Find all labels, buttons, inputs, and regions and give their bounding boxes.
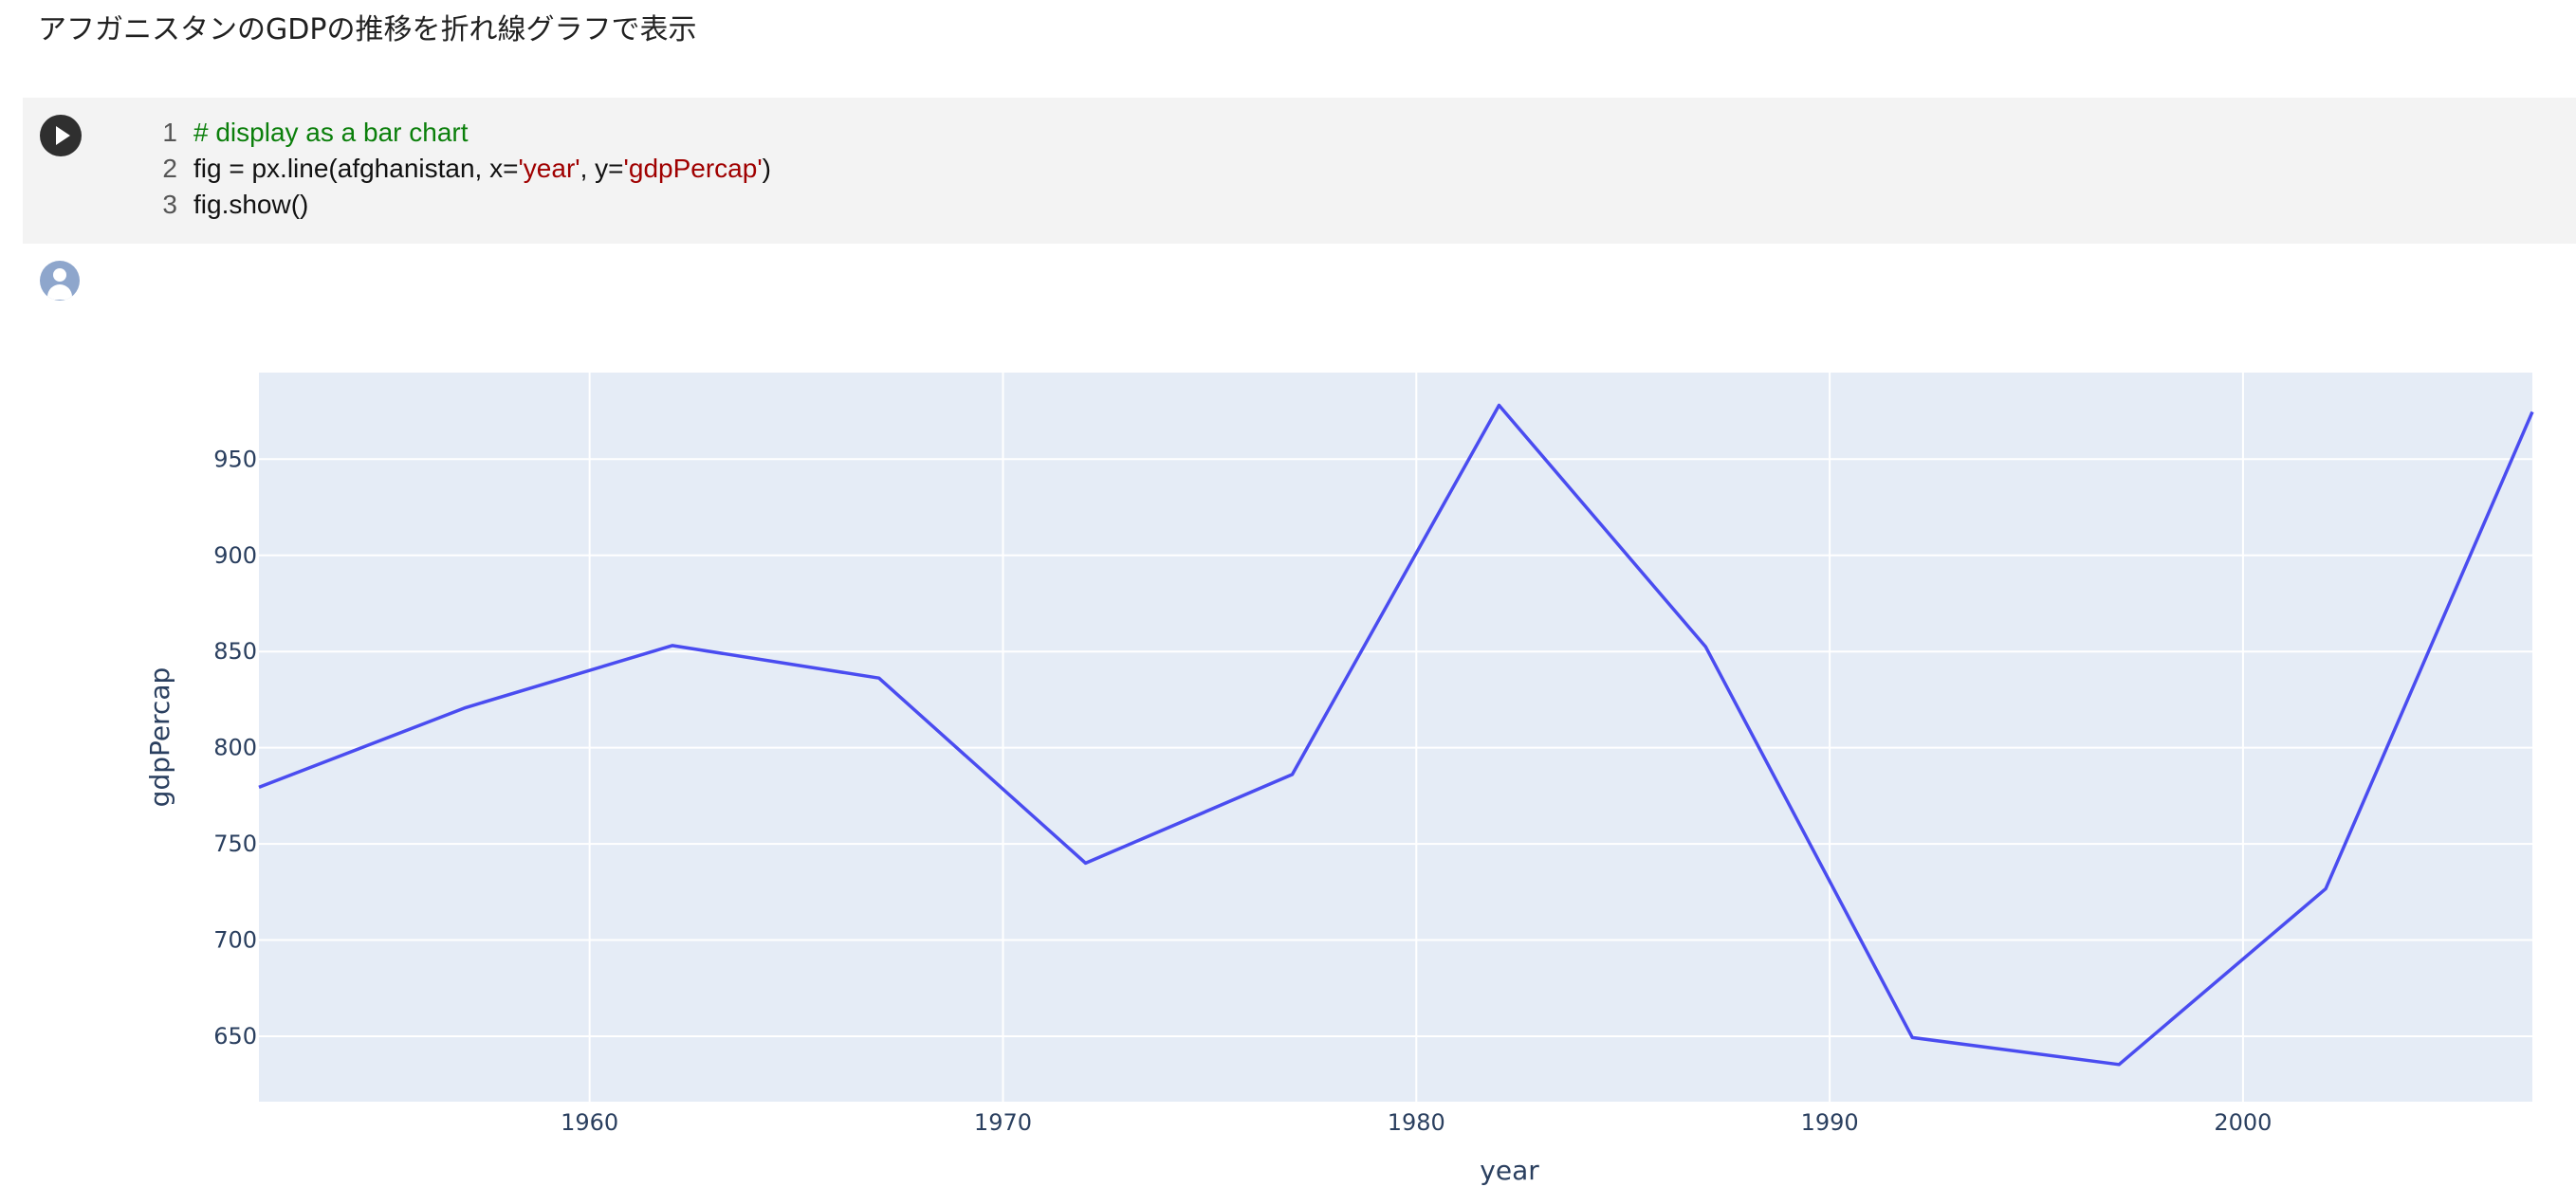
data-point xyxy=(1705,647,1706,648)
y-tick-label: 900 xyxy=(213,542,257,569)
code-token: fig.show() xyxy=(193,190,309,219)
page-heading: アフガニスタンのGDPの推移を折れ線グラフで表示 xyxy=(38,13,697,46)
x-tick-label: 1980 xyxy=(1388,1109,1445,1136)
data-point xyxy=(259,787,260,788)
play-icon[interactable] xyxy=(40,115,82,156)
line-code[interactable]: fig.show() xyxy=(193,187,308,223)
code-token: ) xyxy=(762,154,771,183)
x-tick-label: 1990 xyxy=(1801,1109,1859,1136)
gdp-line-series xyxy=(258,403,2534,1067)
data-point xyxy=(1292,774,1293,775)
code-token: fig = px.line(afghanistan, x= xyxy=(193,154,519,183)
line-code[interactable]: fig = px.line(afghanistan, x='year', y='… xyxy=(193,151,771,187)
y-tick-label: 800 xyxy=(213,735,257,761)
y-tick-label: 700 xyxy=(213,927,257,954)
x-tick-label: 1970 xyxy=(974,1109,1032,1136)
data-point xyxy=(1499,405,1500,406)
y-tick-label: 850 xyxy=(213,638,257,665)
code-token: , y= xyxy=(580,154,624,183)
y-tick-label: 650 xyxy=(213,1023,257,1050)
data-point xyxy=(2326,888,2327,889)
y-axis-title: gdpPercap xyxy=(144,667,175,808)
data-point xyxy=(1912,1037,1913,1038)
line-number: 3 xyxy=(162,190,177,219)
code-cell[interactable]: 1 # display as a bar chart 2 fig = px.line(… xyxy=(23,98,2576,244)
y-tick-label: 750 xyxy=(213,831,257,857)
x-axis-title: year xyxy=(1480,1155,1539,1186)
data-point xyxy=(878,678,879,679)
code-token: # display as a bar chart xyxy=(193,118,469,147)
x-tick-label: 1960 xyxy=(561,1109,618,1136)
code-token: 'gdpPercap' xyxy=(623,154,763,183)
avatar-head xyxy=(53,268,66,282)
data-point xyxy=(1085,863,1086,864)
y-tick-label: 950 xyxy=(213,446,257,472)
line-number: 1 xyxy=(162,118,177,147)
data-point xyxy=(2119,1064,2120,1065)
data-point xyxy=(465,707,466,708)
line-number: 2 xyxy=(162,154,177,183)
user-avatar-icon xyxy=(40,261,80,301)
code-token: 'year' xyxy=(518,154,580,183)
data-point xyxy=(2532,411,2533,412)
avatar-body xyxy=(47,284,72,300)
x-tick-label: 2000 xyxy=(2214,1109,2272,1136)
plot-area xyxy=(259,373,2532,1102)
line-code[interactable]: # display as a bar chart xyxy=(193,115,469,151)
